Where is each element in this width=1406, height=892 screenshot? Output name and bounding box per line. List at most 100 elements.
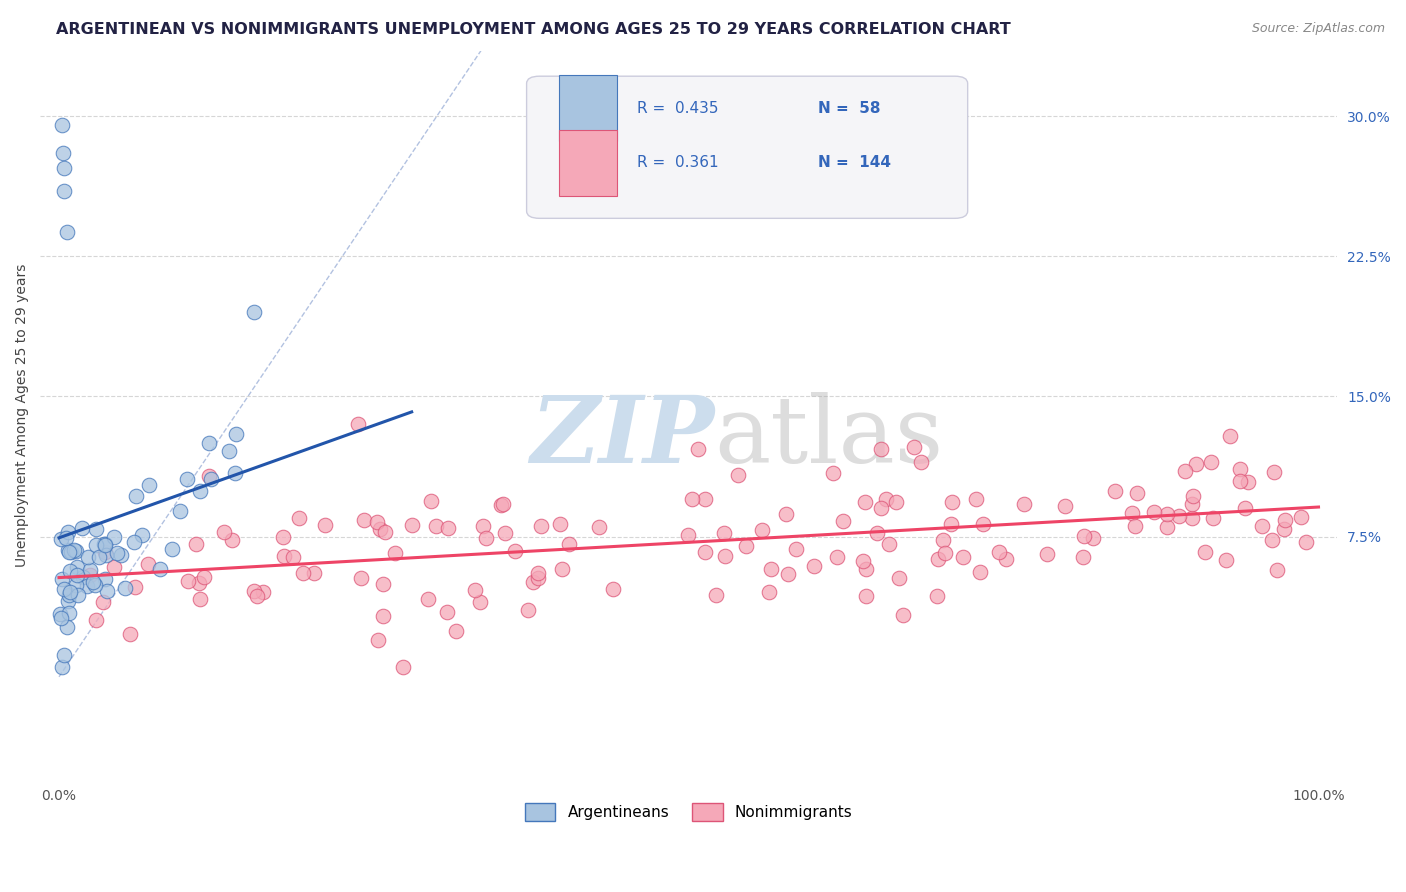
Point <box>304 566 326 581</box>
Point <box>291 566 314 580</box>
Point <box>530 518 553 533</box>
Point <box>436 521 458 535</box>
Point <box>803 558 825 573</box>
Point <box>527 566 550 581</box>
Point <box>51 532 73 546</box>
Point <box>1261 533 1284 547</box>
Point <box>188 483 211 498</box>
Point <box>1219 428 1241 442</box>
Point <box>910 455 932 469</box>
Point <box>678 528 700 542</box>
Point <box>875 491 897 506</box>
Text: N =  58: N = 58 <box>818 101 882 116</box>
Point <box>283 550 305 565</box>
Point <box>125 489 148 503</box>
FancyBboxPatch shape <box>560 130 617 195</box>
Point <box>869 442 891 456</box>
Point <box>776 566 799 581</box>
Point <box>1295 534 1317 549</box>
Point <box>1156 519 1178 533</box>
Point <box>66 559 89 574</box>
Point <box>855 589 877 603</box>
Point <box>184 537 207 551</box>
Point <box>1272 522 1295 536</box>
Point <box>1071 550 1094 565</box>
Point <box>1054 499 1077 513</box>
Point <box>855 562 877 576</box>
Point <box>91 595 114 609</box>
Point <box>52 582 75 596</box>
Text: N =  144: N = 144 <box>818 155 891 170</box>
Point <box>503 544 526 558</box>
Point <box>252 584 274 599</box>
Point <box>1104 483 1126 498</box>
Point <box>243 305 266 319</box>
Point <box>59 565 82 579</box>
Point <box>1168 508 1191 523</box>
Point <box>56 594 79 608</box>
Point <box>273 549 295 564</box>
Point <box>66 567 89 582</box>
Point <box>368 522 391 536</box>
Point <box>225 426 247 441</box>
Point <box>785 541 807 556</box>
FancyBboxPatch shape <box>560 75 617 141</box>
Point <box>758 585 780 599</box>
Point <box>94 549 117 563</box>
Point <box>550 562 572 576</box>
Point <box>224 466 246 480</box>
Point <box>925 589 948 603</box>
Point <box>1202 511 1225 525</box>
Point <box>371 576 394 591</box>
Point <box>177 574 200 588</box>
Point <box>103 560 125 574</box>
Point <box>176 472 198 486</box>
Point <box>59 584 82 599</box>
Point <box>58 525 80 540</box>
Point <box>55 620 77 634</box>
Point <box>941 495 963 509</box>
Point <box>188 591 211 606</box>
Text: ARGENTINEAN VS NONIMMIGRANTS UNEMPLOYMENT AMONG AGES 25 TO 29 YEARS CORRELATION : ARGENTINEAN VS NONIMMIGRANTS UNEMPLOYMEN… <box>56 22 1011 37</box>
Point <box>96 584 118 599</box>
Point <box>558 537 581 551</box>
Point <box>77 549 100 564</box>
Point <box>58 545 80 559</box>
Point <box>1274 513 1296 527</box>
Point <box>94 573 117 587</box>
Point <box>105 546 128 560</box>
Point <box>1123 519 1146 533</box>
Point <box>103 530 125 544</box>
Point <box>969 566 991 580</box>
Point <box>56 543 79 558</box>
Point <box>79 563 101 577</box>
Point <box>122 535 145 549</box>
Text: Source: ZipAtlas.com: Source: ZipAtlas.com <box>1251 22 1385 36</box>
Point <box>1237 475 1260 489</box>
Point <box>162 542 184 557</box>
Point <box>350 571 373 585</box>
Point <box>51 660 73 674</box>
Point <box>1267 563 1289 577</box>
Point <box>693 491 716 506</box>
Point <box>1229 474 1251 488</box>
Point <box>136 557 159 571</box>
Point <box>93 545 115 559</box>
Point <box>149 562 172 576</box>
Point <box>131 528 153 542</box>
Point <box>877 537 900 551</box>
Point <box>49 607 72 622</box>
Point <box>1126 486 1149 500</box>
Point <box>852 554 875 568</box>
Point <box>169 504 191 518</box>
Point <box>932 533 955 547</box>
Point <box>825 550 848 565</box>
Y-axis label: Unemployment Among Ages 25 to 29 years: Unemployment Among Ages 25 to 29 years <box>15 263 30 566</box>
Point <box>681 491 703 506</box>
Point <box>704 588 727 602</box>
Point <box>952 549 974 564</box>
Point <box>198 435 221 450</box>
Point <box>114 582 136 596</box>
Point <box>941 516 963 531</box>
Point <box>118 626 141 640</box>
